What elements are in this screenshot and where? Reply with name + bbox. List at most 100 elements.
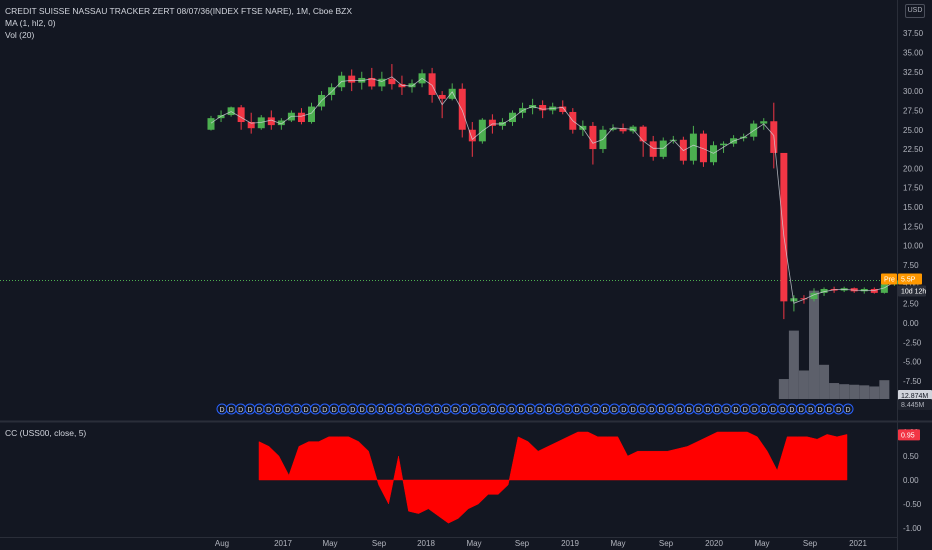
dividend-label: D — [285, 407, 290, 414]
dividend-marker: D — [571, 403, 583, 415]
dividend-marker: D — [515, 403, 527, 415]
candle-body — [247, 122, 255, 129]
dividend-marker: D — [431, 403, 443, 415]
volume-value-tag-text: 12.874M — [901, 393, 928, 400]
dividend-label: D — [229, 407, 234, 414]
dividend-marker: D — [636, 403, 648, 415]
dividend-marker: D — [693, 403, 705, 415]
price-axis-tick: 7.50 — [903, 261, 919, 270]
volume-value-tag-bg — [898, 390, 932, 401]
volume-bar — [809, 290, 819, 399]
pre-value-tag-bg — [898, 273, 922, 285]
time-axis-tick: 2018 — [417, 539, 435, 548]
candle-body — [880, 284, 888, 293]
dividend-label: D — [789, 407, 794, 414]
candle-body — [488, 119, 496, 126]
dividend-label: D — [369, 407, 374, 414]
dividend-label: D — [276, 407, 281, 414]
dividend-label: D — [743, 407, 748, 414]
volume-bar — [788, 330, 799, 399]
legend-title: CREDIT SUISSE NASSAU TRACKER ZERT 08/07/… — [5, 6, 353, 16]
dividend-marker: D — [627, 403, 639, 415]
ma-line — [210, 76, 895, 304]
cc-area-path — [258, 431, 848, 524]
dividend-label: D — [771, 407, 776, 414]
dividend-label: D — [668, 407, 673, 414]
dividend-label: D — [490, 407, 495, 414]
dividend-label: D — [537, 407, 542, 414]
cc-axis-tick: -1.00 — [903, 524, 922, 533]
countdown-tag-text: 10d 12h — [901, 288, 926, 295]
dividend-marker: D — [506, 403, 518, 415]
candle-body — [378, 78, 386, 87]
dividend-label: D — [556, 407, 561, 414]
dividend-label: D — [528, 407, 533, 414]
dividend-marker: D — [749, 403, 761, 415]
dividend-label: D — [518, 407, 523, 414]
cc-axis-tick: 0.00 — [903, 476, 919, 485]
dividend-label: D — [715, 407, 720, 414]
dividend-label: D — [752, 407, 757, 414]
candle-body — [458, 88, 466, 130]
countdown-tag-bg — [898, 285, 926, 297]
pre-label-tag: Pre — [881, 273, 897, 285]
price-axis-tick: 32.50 — [903, 68, 924, 77]
dividend-label: D — [808, 407, 813, 414]
cc-value-tag-text: 0.95 — [901, 432, 915, 439]
candle-body — [308, 106, 315, 123]
dividend-marker: D — [337, 403, 349, 415]
volume-bar — [819, 364, 830, 399]
pre-value-tag-text: 5.5P — [901, 276, 916, 283]
candle-body — [539, 105, 547, 111]
volume-bar — [778, 379, 789, 399]
currency-badge[interactable]: USD — [905, 4, 925, 18]
dividend-marker: D — [394, 403, 406, 415]
dividend-marker: D — [814, 403, 826, 415]
candle-body — [800, 298, 808, 300]
volume-ma-tag: 8.445M — [898, 399, 932, 410]
dividend-marker: D — [496, 403, 508, 415]
dividend-marker: D — [225, 403, 237, 415]
dividend-marker: D — [281, 403, 293, 415]
dividend-marker: D — [347, 403, 359, 415]
dividend-marker: D — [263, 403, 275, 415]
candle-body — [780, 152, 788, 302]
candle-body — [720, 143, 728, 146]
candle-body — [639, 126, 647, 142]
dividend-label: D — [565, 407, 570, 414]
dividend-marker: D — [534, 403, 546, 415]
price-axis-tick: -5.00 — [903, 358, 922, 367]
candle-body — [619, 128, 627, 132]
dividend-label: D — [500, 407, 505, 414]
price-axis-tick: 27.50 — [903, 106, 924, 115]
price-axis-tick: 20.00 — [903, 164, 924, 173]
dividend-marker: D — [468, 403, 480, 415]
dividend-marker: D — [608, 403, 620, 415]
dividend-label: D — [659, 407, 664, 414]
dividend-marker: D — [711, 403, 723, 415]
volume-bar — [839, 384, 850, 399]
time-axis-tick: 2017 — [274, 539, 292, 548]
price-axis-tick: -7.50 — [903, 377, 922, 386]
dividend-marker: D — [319, 403, 331, 415]
price-axis-tick: 12.50 — [903, 222, 924, 231]
dividend-marker: D — [244, 403, 256, 415]
dividend-label: D — [827, 407, 832, 414]
dividend-circle — [842, 403, 854, 415]
price-axis-tick: -2.50 — [903, 338, 922, 347]
price-axis-tick: 5.00 — [903, 280, 919, 289]
time-axis-tick: 2019 — [561, 539, 579, 548]
dividend-marker: D — [730, 403, 742, 415]
dividend-label: D — [341, 407, 346, 414]
time-axis-tick: May — [322, 539, 337, 548]
time-axis-tick: May — [610, 539, 625, 548]
dividend-marker: D — [786, 403, 798, 415]
cc-legend: CC (USS00, close, 5) — [5, 428, 87, 438]
volume-value-tag: 12.874M — [898, 390, 932, 401]
dividend-label: D — [761, 407, 766, 414]
dividend-label: D — [378, 407, 383, 414]
price-axis-tick: 17.50 — [903, 184, 924, 193]
dividend-marker: D — [328, 403, 340, 415]
dividend-label: D — [817, 407, 822, 414]
